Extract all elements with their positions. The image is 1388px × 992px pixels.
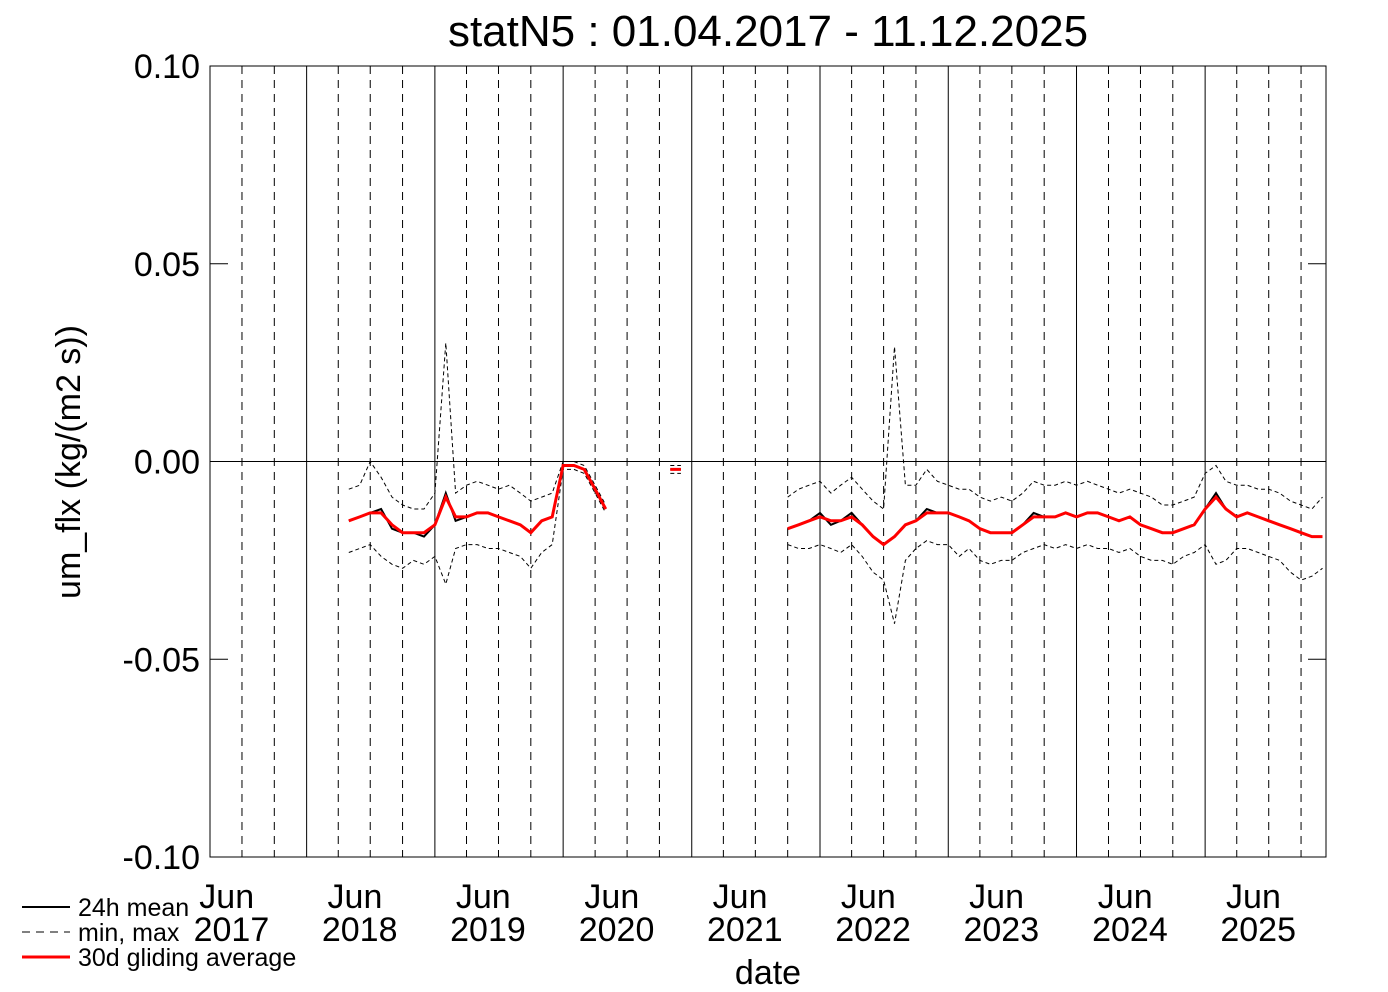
x-tick-label: Jun 2025 <box>1220 878 1296 949</box>
y-tick-label: -0.05 <box>123 641 201 679</box>
series-line <box>348 464 1323 547</box>
y-axis-label: um_flx (kg/(m2 s)) <box>50 325 88 599</box>
legend-label: 30d gliding average <box>78 944 296 972</box>
x-tick-label: Jun 2018 <box>322 878 398 949</box>
x-tick-label: Jun 2017 <box>194 878 270 949</box>
legend-label: min, max <box>78 919 180 947</box>
x-tick-label: Jun 2019 <box>450 878 526 949</box>
x-tick-label: Jun 2021 <box>707 878 783 949</box>
max-line <box>348 342 1323 510</box>
plot-frame <box>209 65 1327 858</box>
x-tick-label: Jun 2023 <box>963 878 1039 949</box>
legend-label: 24h mean <box>78 894 189 922</box>
x-tick-label: Jun 2024 <box>1092 878 1168 949</box>
min-line <box>348 468 1323 624</box>
y-tick-label: 0.00 <box>134 444 200 482</box>
x-tick-label: Jun 2020 <box>579 878 655 949</box>
x-tick-label: Jun 2022 <box>835 878 911 949</box>
x-axis-label: date <box>735 954 801 992</box>
y-tick-label: 0.10 <box>134 48 200 86</box>
chart-title: statN5 : 01.04.2017 - 11.12.2025 <box>448 7 1088 56</box>
y-tick-label: -0.10 <box>123 839 201 877</box>
y-tick-label: 0.05 <box>134 246 200 284</box>
